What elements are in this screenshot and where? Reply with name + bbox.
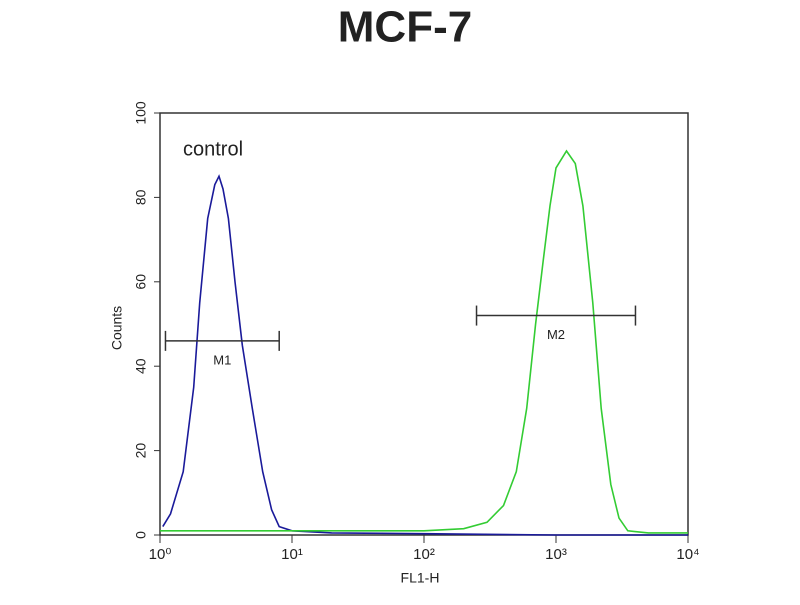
y-tick-label: 0 [133,531,149,539]
x-tick-label: 10⁰ [149,546,172,563]
marker-label: M2 [547,327,565,342]
y-tick-label: 100 [133,101,149,125]
x-tick-label: 10³ [545,546,567,563]
chart-title: MCF-7 [338,3,472,52]
x-tick-label: 10¹ [281,546,303,563]
y-axis-label: Counts [109,306,125,350]
y-tick-label: 40 [133,358,149,374]
y-tick-label: 80 [133,189,149,205]
histogram-line [162,174,688,536]
annotation: control [183,138,243,160]
x-axis-label: FL1-H [401,570,440,586]
y-tick-label: 60 [133,274,149,290]
histogram-line [160,149,688,534]
marker-label: M1 [213,352,231,367]
y-tick-label: 20 [133,443,149,459]
x-tick-label: 10⁴ [676,546,699,563]
x-tick-label: 10² [413,546,435,563]
